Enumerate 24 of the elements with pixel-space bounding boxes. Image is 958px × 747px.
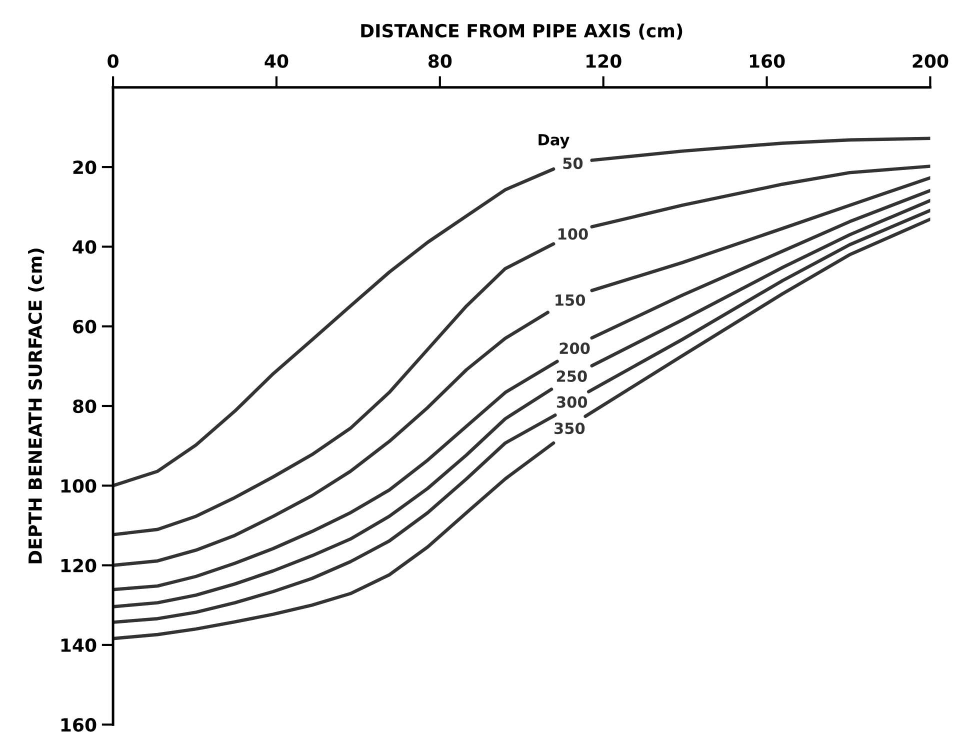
y-tick-label: 80 <box>73 399 96 414</box>
x-tick-label: 200 <box>912 54 948 68</box>
x-axis-title: DISTANCE FROM PIPE AXIS (cm) <box>361 24 682 40</box>
x-tick-label: 80 <box>428 54 452 68</box>
series-label: 200 <box>560 342 590 354</box>
y-tick-label: 100 <box>61 479 96 493</box>
x-tick-label: 160 <box>750 54 785 68</box>
y-tick-label: 160 <box>61 718 96 732</box>
series-label: 50 <box>563 158 583 170</box>
y-tick-label: 20 <box>73 160 96 174</box>
series-label: 100 <box>558 228 588 240</box>
x-tick-label: 120 <box>586 54 622 68</box>
x-tick-label: 0 <box>108 54 118 68</box>
series-label: 150 <box>556 294 586 306</box>
y-tick-label: 40 <box>72 240 96 254</box>
y-axis-title: DEPTH BENEATH SURFACE (cm) <box>28 248 44 564</box>
series-label: 300 <box>556 396 588 408</box>
annotation: Day <box>538 134 570 149</box>
series-label: 350 <box>554 422 585 434</box>
y-tick-label: 60 <box>73 320 96 334</box>
x-tick-label: 40 <box>264 54 288 68</box>
series-label: 250 <box>556 370 587 382</box>
y-tick-label: 120 <box>61 558 96 572</box>
y-tick-label: 140 <box>61 638 96 652</box>
